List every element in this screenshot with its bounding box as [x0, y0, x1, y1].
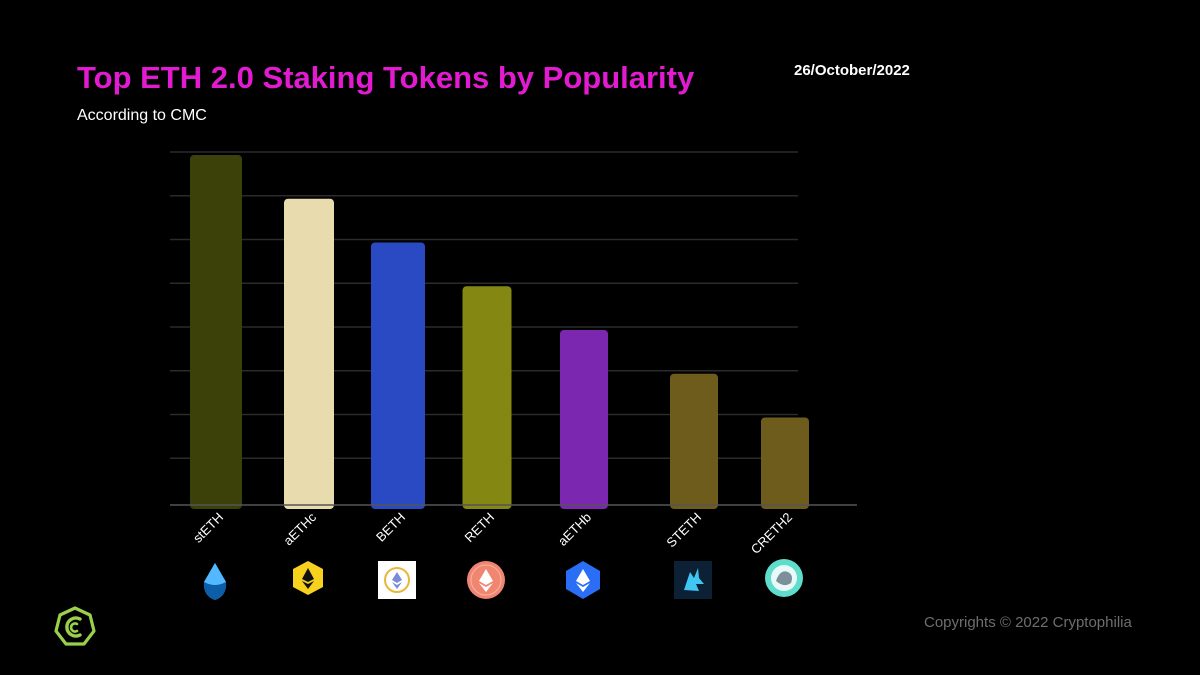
x-tick-label: aETHb — [555, 510, 594, 549]
bar-reth — [462, 286, 512, 509]
x-tick-label: stETH — [190, 510, 226, 546]
token-icons — [203, 559, 803, 600]
chart-date: 26/October/2022 — [794, 62, 910, 79]
bar-steth — [190, 155, 242, 509]
chart-subtitle: According to CMC — [77, 107, 207, 124]
steth-wolf-icon — [674, 561, 712, 599]
x-tick-label: CRETH2 — [748, 510, 795, 557]
x-tick-labels: stETH aETHc BETH RETH aETHb STETH CRETH2 — [190, 509, 795, 557]
creth2-icon — [765, 559, 803, 597]
cryptophilia-logo-icon — [54, 606, 96, 646]
x-tick-label: RETH — [461, 510, 497, 546]
bar-creth2 — [761, 417, 809, 509]
bars — [190, 155, 809, 509]
ankr-aethc-icon — [293, 561, 323, 595]
x-tick-label: BETH — [373, 510, 408, 545]
rocketpool-reth-icon — [467, 561, 505, 599]
copyright-text: Copyrights © 2022 Cryptophilia — [924, 614, 1132, 631]
binance-beth-icon — [378, 561, 416, 599]
chart-title: Top ETH 2.0 Staking Tokens by Popularity — [77, 60, 695, 95]
bar-beth — [371, 242, 425, 509]
x-tick-label: aETHc — [280, 509, 319, 548]
bar-steth — [670, 373, 718, 509]
x-tick-label: STETH — [663, 510, 704, 551]
ankr-aethb-icon — [566, 561, 600, 599]
bar-aethc — [284, 198, 334, 509]
bar-aethb — [560, 330, 608, 509]
lido-steth-icon — [203, 563, 227, 600]
